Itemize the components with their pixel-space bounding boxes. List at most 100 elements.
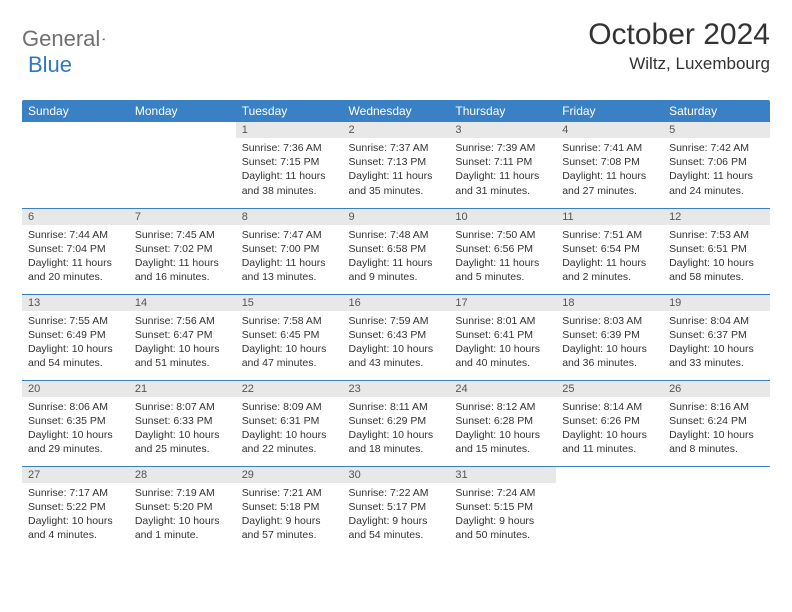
day-details: Sunrise: 7:53 AMSunset: 6:51 PMDaylight:… [663,225,770,287]
sunset-text: Sunset: 7:02 PM [135,242,230,256]
day-details: Sunrise: 7:21 AMSunset: 5:18 PMDaylight:… [236,483,343,545]
daylight-text: Daylight: 10 hours and 1 minute. [135,514,230,542]
sunrise-text: Sunrise: 7:59 AM [349,314,444,328]
sunset-text: Sunset: 6:43 PM [349,328,444,342]
calendar-day-cell: 14Sunrise: 7:56 AMSunset: 6:47 PMDayligh… [129,294,236,380]
daylight-text: Daylight: 10 hours and 15 minutes. [455,428,550,456]
day-number: 3 [449,122,556,138]
day-number [663,467,770,483]
sunrise-text: Sunrise: 7:37 AM [349,141,444,155]
day-number: 31 [449,467,556,483]
calendar-day-cell: 16 Sunrise: 7:59 AMSunset: 6:43 PMDayligh… [343,294,450,380]
daylight-text: Daylight: 9 hours and 57 minutes. [242,514,337,542]
calendar-day-cell: 21Sunrise: 8:07 AMSunset: 6:33 PMDayligh… [129,380,236,466]
sunset-text: Sunset: 6:45 PM [242,328,337,342]
sunset-text: Sunset: 7:11 PM [455,155,550,169]
calendar-day-cell [556,466,663,546]
daylight-text: Daylight: 11 hours and 20 minutes. [28,256,123,284]
sunset-text: Sunset: 6:26 PM [562,414,657,428]
daylight-text: Daylight: 10 hours and 58 minutes. [669,256,764,284]
calendar-day-cell: 1Sunrise: 7:36 AMSunset: 7:15 PMDaylight… [236,122,343,208]
calendar-day-cell: 18Sunrise: 8:03 AMSunset: 6:39 PMDayligh… [556,294,663,380]
sunset-text: Sunset: 6:47 PM [135,328,230,342]
day-number: 28 [129,467,236,483]
day-number: 30 [343,467,450,483]
sunset-text: Sunset: 7:00 PM [242,242,337,256]
day-number: 8 [236,209,343,225]
day-details: Sunrise: 7:37 AMSunset: 7:13 PMDaylight:… [343,138,450,200]
daylight-text: Daylight: 11 hours and 31 minutes. [455,169,550,197]
logo-line2: Blue [28,44,72,78]
day-number: 27 [22,467,129,483]
sunrise-text: Sunrise: 8:14 AM [562,400,657,414]
day-number: 23 [343,381,450,397]
sunset-text: Sunset: 5:17 PM [349,500,444,514]
sunrise-text: Sunrise: 7:48 AM [349,228,444,242]
logo-sail-icon [102,32,105,46]
daylight-text: Daylight: 10 hours and 18 minutes. [349,428,444,456]
sunrise-text: Sunrise: 8:09 AM [242,400,337,414]
day-number: 9 [343,209,450,225]
daylight-text: Daylight: 10 hours and 11 minutes. [562,428,657,456]
sunset-text: Sunset: 6:28 PM [455,414,550,428]
location-label: Wiltz, Luxembourg [588,54,770,74]
day-number: 29 [236,467,343,483]
daylight-text: Daylight: 10 hours and 25 minutes. [135,428,230,456]
calendar-day-cell: 12Sunrise: 7:53 AMSunset: 6:51 PMDayligh… [663,208,770,294]
day-number: 1 [236,122,343,138]
sunset-text: Sunset: 5:18 PM [242,500,337,514]
day-details: Sunrise: 7:48 AMSunset: 6:58 PMDaylight:… [343,225,450,287]
day-number [22,122,129,138]
day-number: 17 [449,295,556,311]
sunrise-text: Sunrise: 8:01 AM [455,314,550,328]
calendar-day-cell: 2Sunrise: 7:37 AMSunset: 7:13 PMDaylight… [343,122,450,208]
daylight-text: Daylight: 11 hours and 24 minutes. [669,169,764,197]
calendar-day-cell: 10Sunrise: 7:50 AMSunset: 6:56 PMDayligh… [449,208,556,294]
daylight-text: Daylight: 11 hours and 27 minutes. [562,169,657,197]
calendar-week-row: 13Sunrise: 7:55 AMSunset: 6:49 PMDayligh… [22,294,770,380]
calendar-day-cell: 28Sunrise: 7:19 AMSunset: 5:20 PMDayligh… [129,466,236,546]
day-number: 16 [343,295,450,311]
daylight-text: Daylight: 10 hours and 54 minutes. [28,342,123,370]
day-number: 20 [22,381,129,397]
day-details: Sunrise: 7:17 AMSunset: 5:22 PMDaylight:… [22,483,129,545]
daylight-text: Daylight: 11 hours and 2 minutes. [562,256,657,284]
sunrise-text: Sunrise: 7:39 AM [455,141,550,155]
daylight-text: Daylight: 10 hours and 43 minutes. [349,342,444,370]
calendar-day-cell: 9Sunrise: 7:48 AMSunset: 6:58 PMDaylight… [343,208,450,294]
col-tuesday: Tuesday [236,100,343,122]
day-details: Sunrise: 7:22 AMSunset: 5:17 PMDaylight:… [343,483,450,545]
day-details: Sunrise: 8:06 AMSunset: 6:35 PMDaylight:… [22,397,129,459]
calendar-day-cell [22,122,129,208]
day-details: Sunrise: 8:14 AMSunset: 6:26 PMDaylight:… [556,397,663,459]
calendar-day-cell: 30Sunrise: 7:22 AMSunset: 5:17 PMDayligh… [343,466,450,546]
daylight-text: Daylight: 11 hours and 5 minutes. [455,256,550,284]
daylight-text: Daylight: 9 hours and 54 minutes. [349,514,444,542]
page-header: General October 2024 Wiltz, Luxembourg [22,18,770,74]
sunrise-text: Sunrise: 7:36 AM [242,141,337,155]
day-details: Sunrise: 8:01 AMSunset: 6:41 PMDaylight:… [449,311,556,373]
sunrise-text: Sunrise: 7:21 AM [242,486,337,500]
col-friday: Friday [556,100,663,122]
sunrise-text: Sunrise: 8:12 AM [455,400,550,414]
day-number: 5 [663,122,770,138]
calendar-day-cell: 27Sunrise: 7:17 AMSunset: 5:22 PMDayligh… [22,466,129,546]
sunset-text: Sunset: 5:22 PM [28,500,123,514]
day-number: 18 [556,295,663,311]
sunrise-text: Sunrise: 7:56 AM [135,314,230,328]
daylight-text: Daylight: 11 hours and 9 minutes. [349,256,444,284]
day-details: Sunrise: 8:03 AMSunset: 6:39 PMDaylight:… [556,311,663,373]
daylight-text: Daylight: 10 hours and 33 minutes. [669,342,764,370]
sunrise-text: Sunrise: 7:22 AM [349,486,444,500]
day-details: Sunrise: 7:50 AMSunset: 6:56 PMDaylight:… [449,225,556,287]
calendar-day-cell: 4Sunrise: 7:41 AMSunset: 7:08 PMDaylight… [556,122,663,208]
day-number: 21 [129,381,236,397]
day-details: Sunrise: 7:51 AMSunset: 6:54 PMDaylight:… [556,225,663,287]
calendar-day-cell: 3 Sunrise: 7:39 AMSunset: 7:11 PMDaylight… [449,122,556,208]
daylight-text: Daylight: 10 hours and 4 minutes. [28,514,123,542]
calendar-day-cell [663,466,770,546]
calendar-day-cell: 24Sunrise: 8:12 AMSunset: 6:28 PMDayligh… [449,380,556,466]
day-number: 26 [663,381,770,397]
day-number: 10 [449,209,556,225]
calendar-day-cell: 31Sunrise: 7:24 AMSunset: 5:15 PMDayligh… [449,466,556,546]
